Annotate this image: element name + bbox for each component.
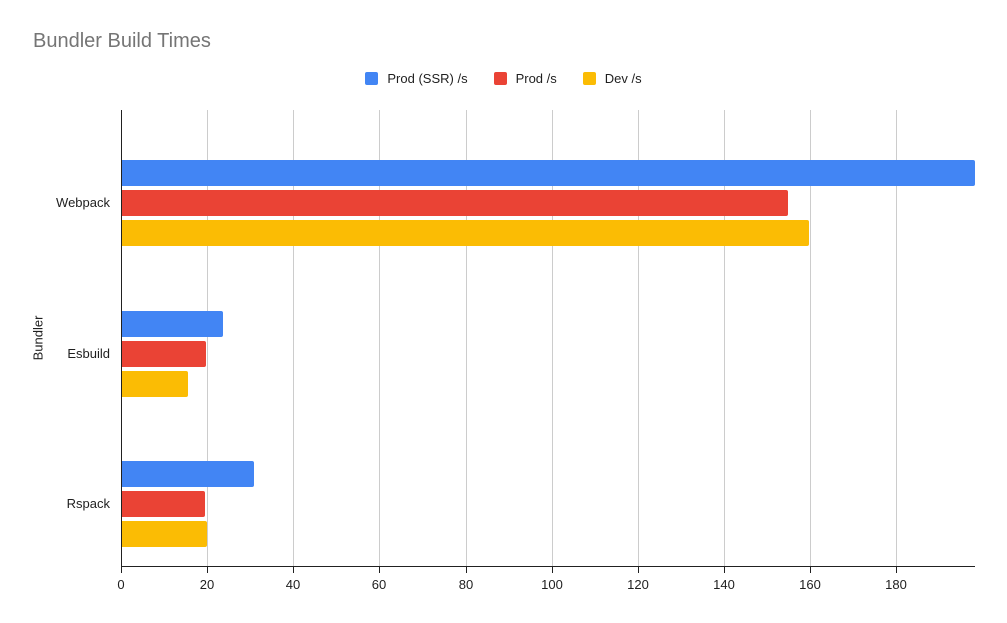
x-axis-tick [466, 567, 467, 573]
legend-item: Dev /s [582, 71, 642, 86]
chart-title: Bundler Build Times [33, 30, 211, 52]
bar-rspack-1 [122, 491, 205, 517]
bar-webpack-0 [122, 160, 975, 186]
bar-esbuild-1 [122, 341, 206, 367]
x-axis-tick-label: 0 [117, 577, 125, 592]
plot-area [121, 110, 975, 573]
legend-label: Dev /s [604, 71, 642, 86]
legend-swatch [582, 72, 596, 85]
gridline [896, 110, 897, 566]
gridline [810, 110, 811, 566]
x-axis-tick [724, 567, 725, 573]
x-axis-tick [552, 567, 553, 573]
x-axis-tick [379, 567, 380, 573]
gridline [638, 110, 639, 566]
legend-item: Prod (SSR) /s [365, 71, 468, 86]
category-axis-labels: Webpack Esbuild Rspack [0, 110, 110, 567]
x-axis-tick-label: 60 [371, 577, 387, 592]
gridline [207, 110, 208, 566]
bar-esbuild-2 [122, 371, 188, 397]
gridline [466, 110, 467, 566]
legend: Prod (SSR) /s Prod /s Dev /s [0, 71, 1007, 86]
x-axis-tick-label: 140 [713, 577, 735, 592]
gridline [293, 110, 294, 566]
category-label: Esbuild [67, 346, 110, 361]
gridline [724, 110, 725, 566]
gridline [379, 110, 380, 566]
x-axis-tick-label: 160 [799, 577, 821, 592]
x-axis-tick [121, 567, 122, 573]
legend-label: Prod /s [515, 71, 557, 86]
legend-item: Prod /s [493, 71, 557, 86]
legend-swatch [365, 72, 379, 85]
bar-webpack-1 [122, 190, 788, 216]
x-axis-tick-label: 80 [458, 577, 474, 592]
x-axis-tick [293, 567, 294, 573]
legend-swatch [493, 72, 507, 85]
bar-rspack-0 [122, 461, 254, 487]
x-axis-tick [810, 567, 811, 573]
bar-esbuild-0 [122, 311, 223, 337]
legend-label: Prod (SSR) /s [387, 71, 468, 86]
x-axis-tick-label: 120 [627, 577, 649, 592]
x-axis-tick-label: 100 [541, 577, 563, 592]
x-axis-tick-label: 40 [285, 577, 301, 592]
x-axis-tick-label: 20 [199, 577, 215, 592]
category-label: Webpack [56, 195, 110, 210]
x-axis-tick-label: 180 [885, 577, 907, 592]
x-axis-tick [896, 567, 897, 573]
gridline [552, 110, 553, 566]
bar-webpack-2 [122, 220, 809, 246]
x-axis-tick [207, 567, 208, 573]
bar-rspack-2 [122, 521, 207, 547]
x-axis-tick [638, 567, 639, 573]
x-axis-labels: 0 20 40 60 80 100 120 140 160 180 [117, 577, 975, 593]
category-label: Rspack [66, 496, 110, 511]
